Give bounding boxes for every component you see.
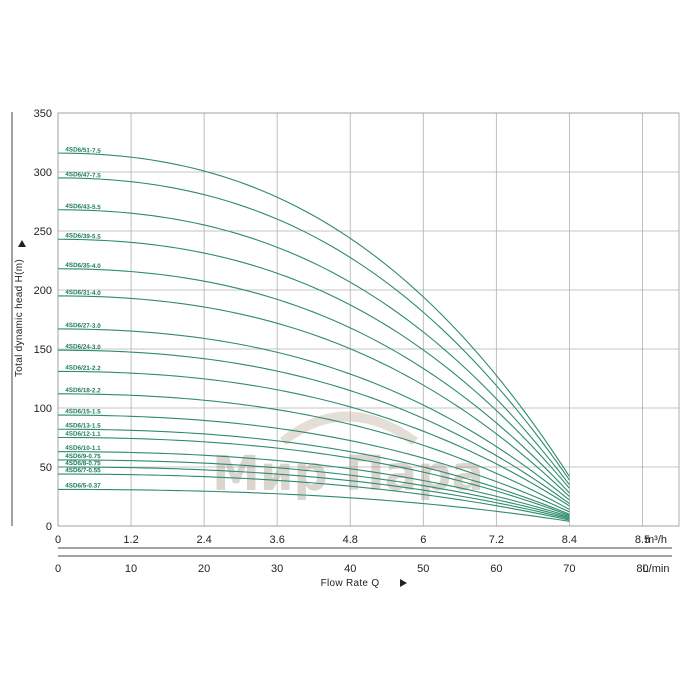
curve-4SD6/39-5.5 — [57, 238, 570, 489]
curve-4SD6/5-0.37 — [58, 488, 570, 522]
x-axis-arrow-icon — [400, 579, 407, 587]
curve-label: 4SD6/35-4.0 — [65, 262, 101, 270]
curve-label: 4SD6/9-0.75 — [65, 453, 101, 460]
y-tick-label: 350 — [34, 108, 52, 120]
curve-4SD6/8-0.75 — [57, 466, 570, 520]
curve-4SD6/35-4.0 — [57, 268, 570, 494]
curve-4SD6/12-1.1 — [57, 436, 570, 516]
x-tick-label-m3h: 4.8 — [343, 534, 358, 546]
y-tick-labels: 0 50 100 150 200 250 300 350 — [34, 108, 52, 533]
y-tick-label: 150 — [34, 344, 52, 356]
curve-label: 4SD6/31-4.0 — [65, 289, 101, 297]
y-tick-label: 100 — [34, 403, 52, 415]
y-axis-title-group: Total dynamic head H(m) — [14, 259, 25, 377]
curves — [57, 152, 570, 522]
curve-label: 4SD6/39-5.5 — [65, 232, 101, 240]
y-tick-label: 250 — [34, 226, 52, 238]
grid — [57, 112, 680, 527]
x-tick-label-m3h: 3.6 — [270, 534, 285, 546]
curve-label: 4SD6/13-1.5 — [65, 422, 101, 429]
y-tick-label: 200 — [34, 285, 52, 297]
x-tick-label-lmin: 20 — [198, 563, 210, 575]
y-tick-label: 300 — [34, 167, 52, 179]
curve-label: 4SD6/7-0.55 — [65, 467, 101, 474]
curve-4SD6/31-4.0 — [57, 295, 570, 497]
x-tick-label-lmin: 10 — [125, 563, 137, 575]
x-tick-label-lmin: 80 — [636, 563, 648, 575]
curve-label: 4SD6/51-7.5 — [65, 146, 101, 155]
curve-4SD6/21-2.2 — [57, 370, 570, 507]
x-tick-label-lmin: 30 — [271, 563, 283, 575]
curve-labels: 4SD6/51-7.5 4SD6/47-7.5 4SD6/43-5.5 4SD6/39… — [65, 146, 101, 489]
curve-4SD6/7-0.55 — [57, 473, 570, 521]
curve-4SD6/15-1.5 — [57, 414, 570, 513]
curve-label: 4SD6/15-1.5 — [65, 408, 101, 416]
curve-4SD6/24-3.0 — [57, 349, 570, 505]
curve-label: 4SD6/47-7.5 — [65, 171, 101, 180]
curve-label: 4SD6/12-1.1 — [65, 431, 101, 438]
x-axis-title: Flow Rate Q — [321, 578, 380, 589]
curve-label: 4SD6/27-3.0 — [65, 322, 101, 330]
x-tick-label-m3h: 2.4 — [196, 534, 211, 546]
x-tick-label-m3h: 8.5 — [635, 534, 650, 546]
x-tick-label-m3h: 8.4 — [562, 534, 577, 546]
curve-label: 4SD6/10-1.1 — [65, 445, 101, 452]
curve-label: 4SD6/24-3.0 — [65, 343, 101, 351]
y-axis-arrow-icon — [18, 240, 26, 247]
y-tick-label: 50 — [40, 462, 52, 474]
y-tick-label: 0 — [46, 521, 52, 533]
y-axis-title: Total dynamic head H(m) — [14, 259, 25, 377]
curve-label: 4SD6/21-2.2 — [65, 364, 101, 372]
x-tick-label-lmin: 0 — [55, 563, 61, 575]
curve-label: 4SD6/8-0.75 — [65, 460, 101, 467]
curve-label: 4SD6/43-5.5 — [65, 203, 101, 212]
curve-4SD6/43-5.5 — [57, 209, 570, 486]
x-tick-label-m3h: 0 — [55, 534, 61, 546]
x-tick-label-lmin: 40 — [344, 563, 356, 575]
x-tick-label-m3h: 6 — [420, 534, 426, 546]
curve-4SD6/47-7.5 — [57, 177, 570, 481]
plot-frame — [57, 112, 680, 527]
x-unit-m3h: m³/h — [645, 534, 667, 546]
watermark-arc — [280, 411, 418, 445]
x-tick-labels-lmin: 0 10 20 30 40 50 60 70 80L/min — [55, 563, 670, 575]
x-tick-label-m3h: 7.2 — [489, 534, 504, 546]
x-tick-label-lmin: 60 — [490, 563, 502, 575]
x-tick-label-m3h: 1.2 — [123, 534, 138, 546]
curve-4SD6/18-2.2 — [57, 393, 570, 510]
x-tick-label-lmin: 50 — [417, 563, 429, 575]
curve-label: 4SD6/18-2.2 — [65, 387, 101, 395]
curve-label: 4SD6/5-0.37 — [65, 482, 101, 489]
curve-4SD6/13-1.5 — [57, 428, 570, 515]
x-tick-labels-m3h: 0 1.2 2.4 3.6 4.8 6 7.2 8.4 8.5m³/h — [55, 534, 667, 546]
curve-4SD6/51-7.5 — [57, 152, 570, 477]
x-tick-label-lmin: 70 — [563, 563, 575, 575]
curve-4SD6/9-0.75 — [57, 459, 570, 519]
curve-4SD6/10-1.1 — [57, 451, 570, 518]
x-unit-lmin: L/min — [643, 563, 670, 575]
curve-4SD6/27-3.0 — [57, 328, 570, 501]
